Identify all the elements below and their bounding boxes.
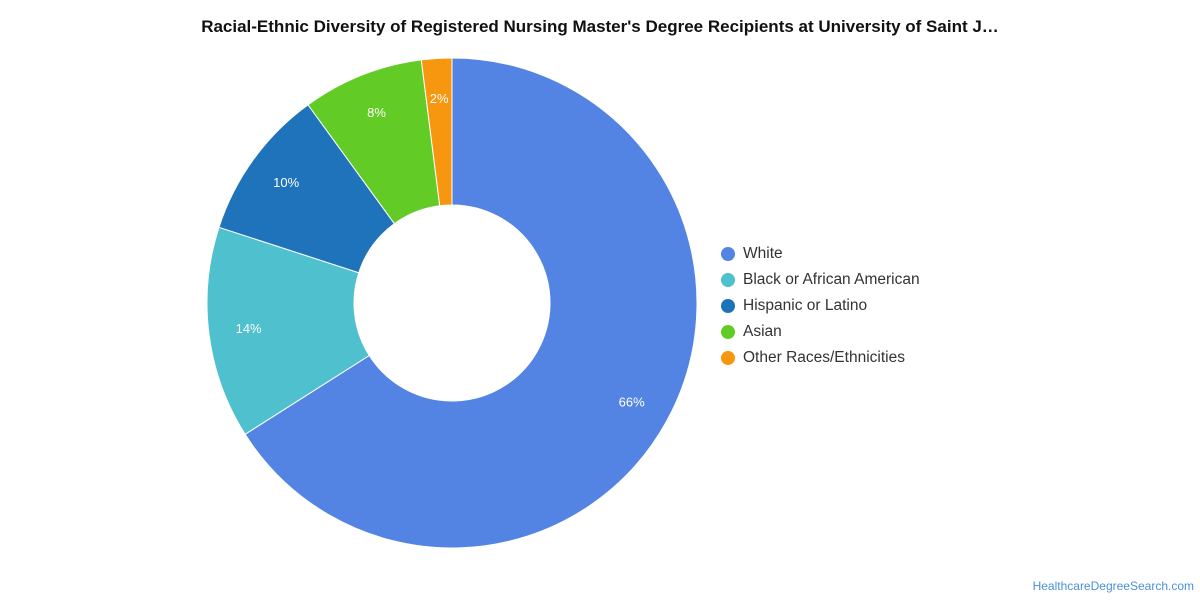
- slice-white[interactable]: [244, 57, 698, 549]
- source-credit[interactable]: HealthcareDegreeSearch.com: [1032, 579, 1194, 593]
- legend-label: Hispanic or Latino: [743, 297, 868, 314]
- legend-label: Other Races/Ethnicities: [743, 349, 905, 366]
- legend: White Black or African American Hispanic o…: [721, 241, 920, 371]
- legend-item-white[interactable]: White: [721, 241, 920, 267]
- chart-title: Racial-Ethnic Diversity of Registered Nu…: [201, 17, 999, 36]
- legend-item-asian[interactable]: Asian: [721, 319, 920, 345]
- slice-label-black-or-african-american: 14%: [236, 321, 262, 336]
- legend-label: Black or African American: [743, 271, 920, 288]
- slice-label-asian: 8%: [367, 105, 386, 120]
- legend-item-other-races-ethnicities[interactable]: Other Races/Ethnicities: [721, 345, 920, 371]
- slice-label-other-races-ethnicities: 2%: [430, 91, 449, 106]
- legend-swatch: [721, 299, 735, 313]
- slice-other-races-ethnicities[interactable]: [420, 57, 453, 207]
- slice-label-white: 66%: [619, 394, 645, 409]
- legend-swatch: [721, 273, 735, 287]
- slice-label-hispanic-or-latino: 10%: [273, 175, 299, 190]
- legend-item-hispanic-or-latino[interactable]: Hispanic or Latino: [721, 293, 920, 319]
- legend-label: Asian: [743, 323, 782, 340]
- legend-swatch: [721, 351, 735, 365]
- legend-swatch: [721, 325, 735, 339]
- legend-label: White: [743, 245, 783, 262]
- legend-swatch: [721, 247, 735, 261]
- legend-item-black-or-african-american[interactable]: Black or African American: [721, 267, 920, 293]
- slice-black-or-african-american[interactable]: [206, 226, 370, 435]
